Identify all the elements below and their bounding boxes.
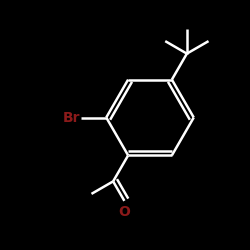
Text: Br: Br	[62, 110, 80, 124]
Text: O: O	[118, 204, 130, 218]
